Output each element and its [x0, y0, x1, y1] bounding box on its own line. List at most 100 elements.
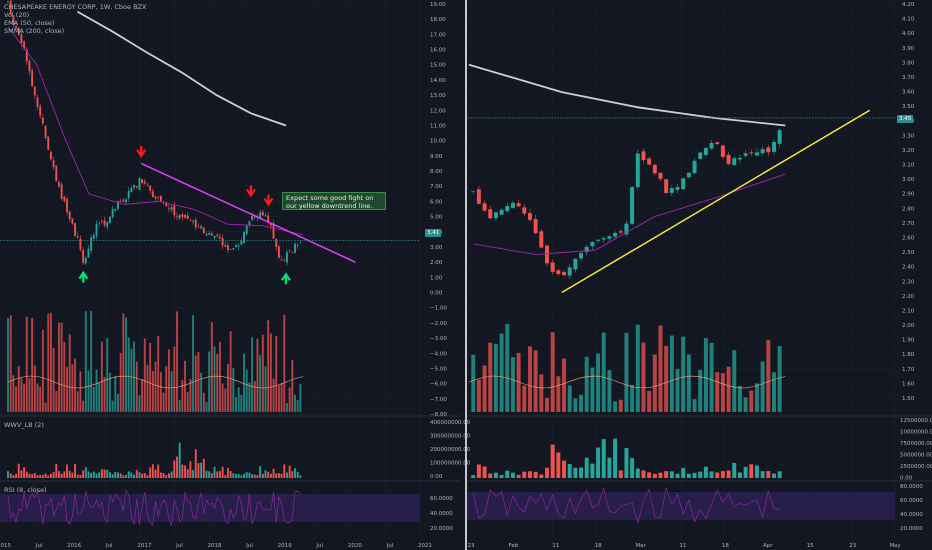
left-candle — [17, 27, 20, 36]
right-volume-bar — [754, 383, 759, 412]
left-volume-bar — [277, 385, 280, 412]
left-price-tick: 2.00 — [430, 260, 443, 266]
left-volume-bar — [235, 397, 237, 412]
left-price-tick: 0.00 — [430, 291, 443, 297]
left-wwv-bar — [133, 474, 136, 478]
right-candle — [618, 231, 623, 233]
right-price-axis[interactable]: 4.204.104.003.903.803.703.603.503.403.30… — [900, 2, 932, 532]
left-candle — [184, 214, 186, 218]
right-trendline — [561, 109, 871, 294]
left-candle — [151, 191, 154, 198]
left-volume-bar — [253, 381, 256, 412]
left-wwv-bar — [184, 465, 186, 478]
left-wwv-bar — [213, 466, 216, 478]
left-wwv-bar — [23, 467, 26, 478]
left-wwv-bar — [299, 475, 302, 478]
left-wwv-tick: 0.00 — [430, 474, 443, 480]
left-candle — [138, 177, 141, 190]
right-candle — [545, 245, 549, 264]
left-chart-marks — [0, 0, 420, 527]
right-wwv-bar — [596, 447, 601, 478]
right-wwv-tick: 5000000.00 — [900, 453, 932, 459]
left-candle — [267, 215, 270, 222]
right-wwv-bar — [482, 466, 487, 478]
left-candle — [192, 220, 195, 222]
right-volume-bar — [624, 332, 629, 412]
annotation-callout[interactable]: Expect some good fight on our yellow dow… — [282, 192, 386, 210]
right-candle — [749, 152, 754, 154]
left-wwv-bar — [267, 471, 270, 478]
left-price-tick: −1.00 — [430, 306, 447, 312]
left-candle — [143, 181, 146, 184]
left-volume-bar — [100, 341, 103, 412]
left-candle — [149, 185, 152, 191]
left-price-tick: 10.00 — [430, 139, 446, 145]
right-candle — [488, 209, 493, 219]
right-volume-bar — [584, 356, 589, 412]
left-candle — [178, 214, 181, 219]
right-volume-bar — [505, 324, 510, 412]
left-wwv-bar — [68, 470, 71, 478]
right-volume-bar — [562, 358, 567, 412]
left-candle — [119, 201, 122, 202]
right-wwv-bar — [493, 472, 498, 478]
left-candle — [92, 235, 95, 239]
right-candle — [562, 272, 567, 276]
left-volume-bar — [71, 364, 74, 412]
left-wwv-bar — [157, 464, 160, 478]
right-volume-bar — [601, 332, 606, 412]
right-volume-bar — [510, 357, 515, 412]
right-last-price-flag: 3.45 — [897, 115, 914, 123]
left-wwv-bar — [154, 469, 157, 478]
right-wwv-tick: 12500000.00 — [900, 418, 932, 424]
right-candle — [522, 207, 527, 214]
left-wwv-bar — [151, 464, 154, 478]
left-price-tick: 7.00 — [430, 184, 443, 190]
right-volume-bar — [669, 335, 674, 412]
left-wwv-bar — [178, 442, 181, 478]
right-wwv-bar — [476, 464, 481, 478]
right-volume-bar — [647, 390, 652, 412]
left-volume-bar — [200, 372, 203, 412]
left-price-tick: 12.00 — [430, 108, 446, 114]
left-volume-bar — [25, 316, 28, 412]
left-rsi-band — [0, 494, 420, 522]
right-wwv-bar — [545, 467, 549, 478]
time-axis[interactable]: 2015 Jul 2016 Jul 2017 Jul 2018 Jul 2019 Jul 2020 J… — [0, 543, 901, 549]
left-candle — [224, 244, 227, 247]
left-volume-bar — [20, 377, 23, 412]
left-time-tick: Jul — [175, 543, 183, 549]
left-candle — [154, 196, 157, 199]
left-candle — [159, 195, 162, 202]
left-volume-bar — [12, 375, 15, 412]
left-wwv-bar — [100, 469, 103, 478]
left-price-axis[interactable]: 19.00 18.00 17.00 16.00 15.00 14.00 13.00 12.00… — [430, 2, 471, 532]
left-wwv-bar — [25, 471, 28, 478]
right-volume-bar — [516, 352, 521, 412]
right-wwv-bar — [726, 470, 731, 478]
left-candle — [261, 211, 264, 216]
left-volume-bar — [251, 337, 254, 412]
left-candle — [68, 211, 71, 220]
left-volume-bar — [272, 378, 275, 412]
left-volume-bar — [92, 386, 95, 412]
right-wwv-tick: 0.00 — [900, 476, 913, 482]
left-volume-bar — [186, 392, 189, 412]
right-volume-bar — [579, 394, 584, 412]
left-wwv-bar — [143, 473, 146, 478]
right-candle — [539, 231, 544, 248]
left-volume-bar — [23, 383, 26, 412]
left-volume-bar — [218, 341, 221, 412]
left-candle — [106, 222, 109, 228]
left-volume-bar — [111, 400, 114, 412]
right-price-tick: 2.90 — [902, 192, 915, 198]
legend-volume: Vol (20) — [4, 11, 30, 19]
right-candle — [709, 142, 714, 149]
left-time-tick: 2021 — [418, 543, 432, 549]
right-volume-bar — [766, 340, 771, 412]
left-volume-bar — [9, 315, 12, 412]
left-wwv-bar — [92, 471, 95, 478]
right-wwv-bar — [630, 458, 635, 478]
left-wwv-bar — [186, 469, 189, 478]
